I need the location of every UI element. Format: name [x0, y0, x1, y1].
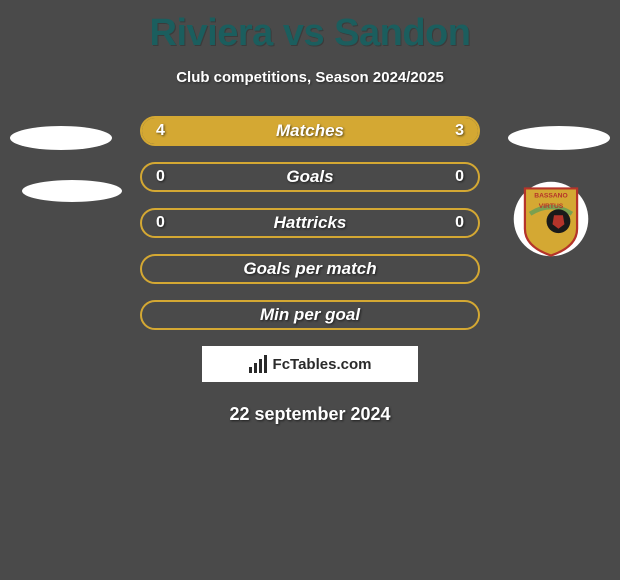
stat-label: Matches: [276, 121, 344, 141]
stat-row: Goals per match: [140, 254, 480, 284]
page-subtitle: Club competitions, Season 2024/2025: [0, 69, 620, 86]
stat-label: Goals: [286, 167, 333, 187]
stats-list: 4 Matches 3 0 Goals 0 0 Hattricks 0 Goals per mat…: [0, 116, 620, 330]
brand-name: FcTables.com: [273, 356, 372, 373]
comparison-widget: BASSANO VIRTUS Riviera vs Sandon Club co…: [0, 0, 620, 425]
bar-chart-icon: [249, 355, 267, 373]
stat-row: 0 Hattricks 0: [140, 208, 480, 238]
stat-label: Min per goal: [260, 305, 360, 325]
stat-row: 4 Matches 3: [140, 116, 480, 146]
stat-row: 0 Goals 0: [140, 162, 480, 192]
stat-value-right: 0: [455, 168, 464, 186]
stat-value-left: 4: [156, 122, 165, 140]
stat-row: Min per goal: [140, 300, 480, 330]
stat-value-left: 0: [156, 214, 165, 232]
brand-footer[interactable]: FcTables.com: [202, 346, 418, 382]
stat-value-left: 0: [156, 168, 165, 186]
stat-value-right: 0: [455, 214, 464, 232]
date-label: 22 september 2024: [0, 404, 620, 425]
stat-label: Hattricks: [274, 213, 347, 233]
stat-value-right: 3: [455, 122, 464, 140]
page-title: Riviera vs Sandon: [0, 0, 620, 55]
stat-label: Goals per match: [243, 259, 376, 279]
